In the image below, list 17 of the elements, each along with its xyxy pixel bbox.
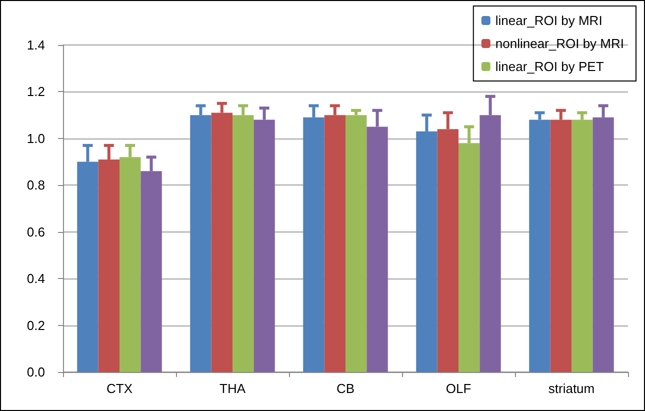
y-tick-label: 1.0	[26, 130, 45, 146]
x-tick-label: OLF	[446, 381, 472, 396]
x-tick-label: CTX	[106, 381, 133, 396]
y-tick-label: 1.4	[26, 38, 45, 52]
legend-label: linear_ROI by PET	[495, 59, 604, 74]
x-tick-label: CB	[336, 381, 355, 396]
y-tick-label: 1.2	[26, 84, 45, 100]
y-tick-label: 0.4	[26, 271, 45, 286]
x-tick-label: striatum	[548, 381, 595, 396]
legend-label: linear_ROI by MRI	[495, 13, 602, 28]
legend-label: nonlinear_ROI by MRI	[495, 36, 624, 51]
y-tick-label: 0.8	[26, 178, 45, 193]
y-tick-label: 0.2	[26, 318, 45, 333]
x-tick-label: THA	[220, 381, 246, 396]
y-tick-label: 0.0	[26, 364, 45, 380]
y-tick-label: 0.6	[26, 224, 45, 240]
bar	[346, 115, 367, 372]
